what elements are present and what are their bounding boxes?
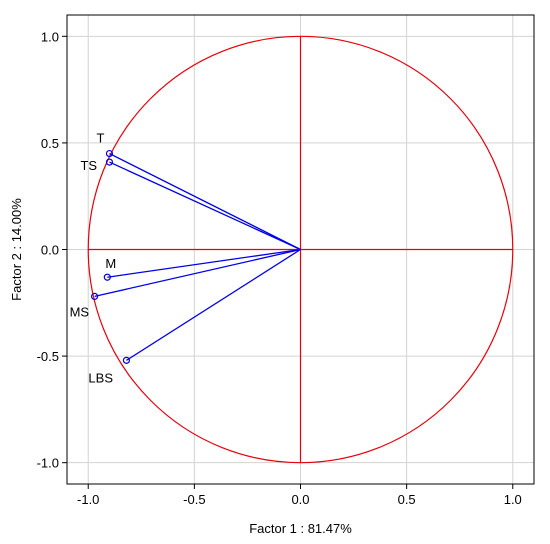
point-label-m: M xyxy=(105,256,116,271)
variable-labels: T TS M MS LBS xyxy=(70,131,117,386)
y-tick-label-4: -1.0 xyxy=(37,456,59,471)
vector-lbs xyxy=(126,248,301,361)
x-tick-label-3: 0.5 xyxy=(398,492,416,507)
y-axis-title: Factor 2 : 14.00% xyxy=(9,198,24,301)
marker-ms xyxy=(90,292,99,300)
y-tick-label-0: 1.0 xyxy=(41,29,59,44)
variable-vectors xyxy=(90,149,301,364)
x-tick-label-1: -0.5 xyxy=(183,492,205,507)
point-label-ts: TS xyxy=(80,158,97,173)
y-tick-label-2: 0.0 xyxy=(41,243,59,258)
y-axis-ticks: 1.0 0.5 0.0 -0.5 -1.0 xyxy=(37,29,67,471)
vector-m xyxy=(107,248,301,278)
x-tick-label-4: 1.0 xyxy=(504,492,522,507)
x-axis-title: Factor 1 : 81.47% xyxy=(249,521,352,536)
vector-ts xyxy=(109,161,301,251)
point-label-ms: MS xyxy=(70,304,90,319)
x-tick-label-2: 0.0 xyxy=(291,492,309,507)
marker-ts xyxy=(105,158,114,166)
marker-lbs xyxy=(122,356,131,364)
marker-t xyxy=(105,149,114,158)
marker-m xyxy=(103,273,111,281)
y-tick-label-3: -0.5 xyxy=(37,349,59,364)
point-label-lbs: LBS xyxy=(88,370,113,385)
x-axis-ticks: -1.0 -0.5 0.0 0.5 1.0 xyxy=(77,484,522,507)
x-tick-label-0: -1.0 xyxy=(77,492,99,507)
vector-t xyxy=(109,152,301,251)
y-tick-label-1: 0.5 xyxy=(41,136,59,151)
point-label-t: T xyxy=(96,131,104,146)
vector-ms xyxy=(94,248,301,298)
